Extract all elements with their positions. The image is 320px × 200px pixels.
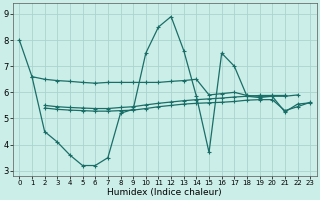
- X-axis label: Humidex (Indice chaleur): Humidex (Indice chaleur): [108, 188, 222, 197]
